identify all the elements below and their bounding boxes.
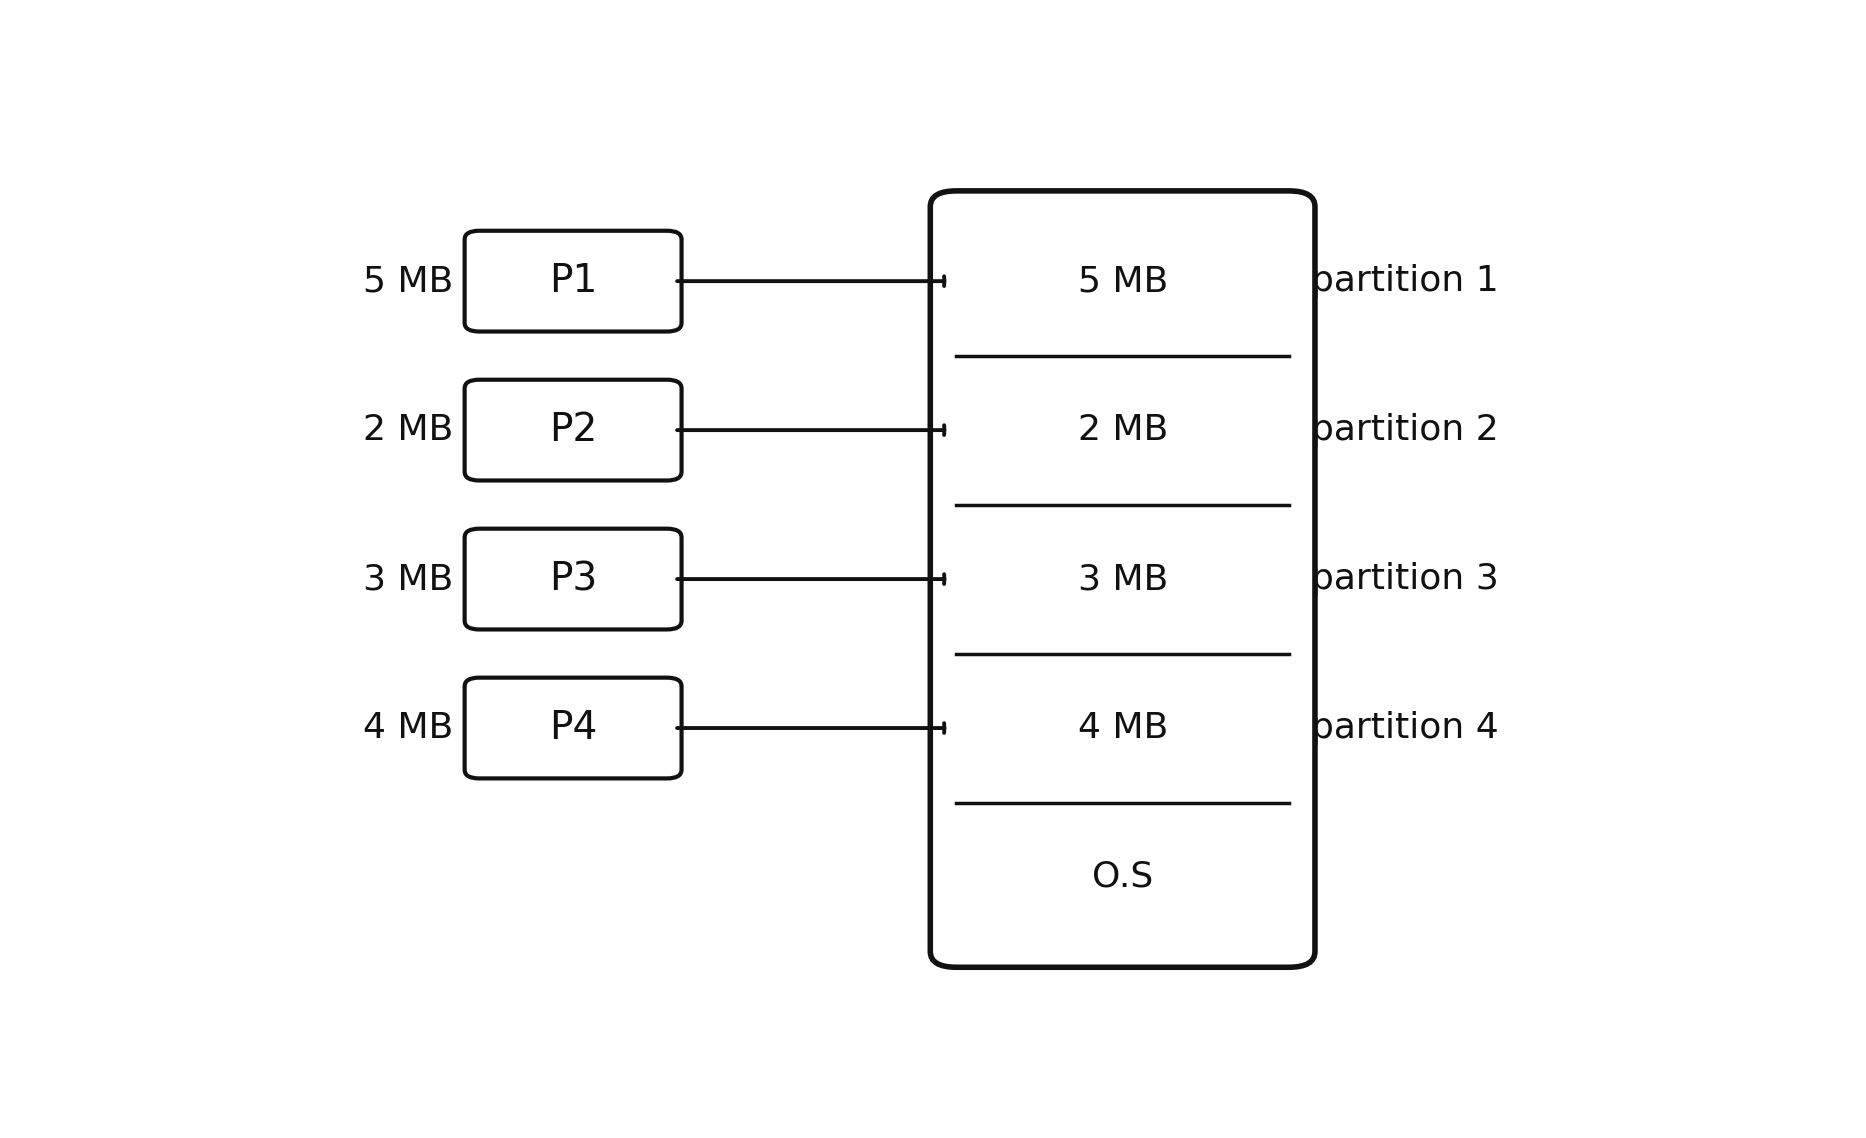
Text: partition 4: partition 4 [1310,711,1498,745]
Text: 3 MB: 3 MB [1077,562,1168,596]
Text: 3 MB: 3 MB [364,562,453,596]
Text: P1: P1 [549,262,597,300]
Text: 5 MB: 5 MB [364,264,453,298]
Text: P3: P3 [549,560,597,599]
Text: P2: P2 [549,411,597,450]
Text: 2 MB: 2 MB [364,413,453,447]
Text: 5 MB: 5 MB [1077,264,1168,298]
Text: partition 2: partition 2 [1310,413,1498,447]
Text: P4: P4 [549,709,597,747]
FancyBboxPatch shape [465,677,681,778]
FancyBboxPatch shape [465,231,681,331]
Text: 4 MB: 4 MB [364,711,453,745]
FancyBboxPatch shape [465,529,681,629]
FancyBboxPatch shape [465,380,681,480]
Text: 2 MB: 2 MB [1077,413,1168,447]
Text: 4 MB: 4 MB [1077,711,1168,745]
Text: partition 1: partition 1 [1310,264,1498,298]
Text: O.S: O.S [1092,860,1153,894]
FancyBboxPatch shape [931,191,1316,967]
Text: partition 3: partition 3 [1310,562,1498,596]
